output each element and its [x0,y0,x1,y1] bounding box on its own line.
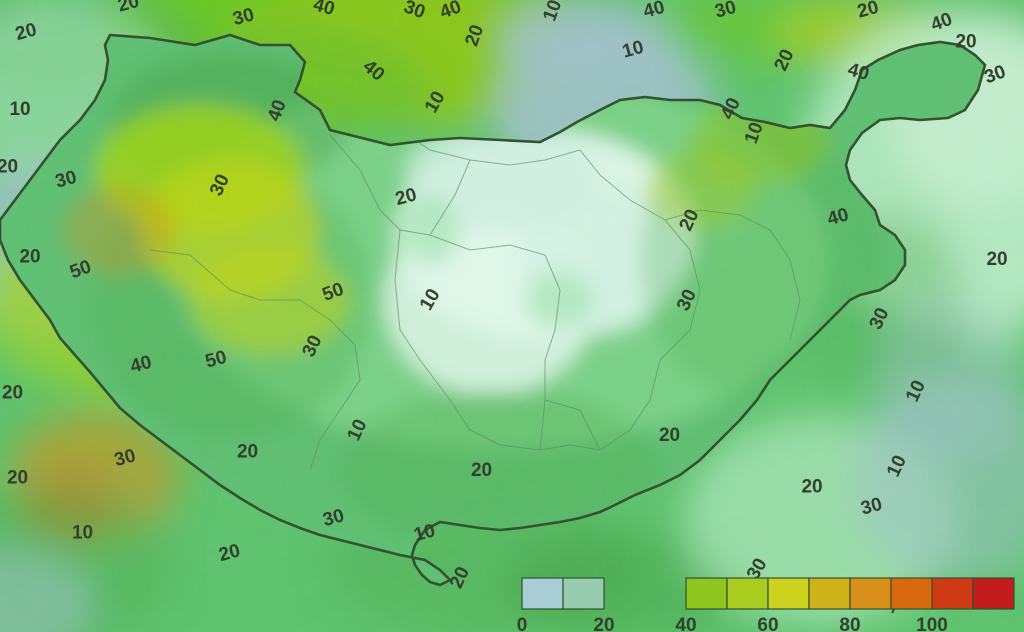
svg-text:20: 20 [237,442,258,463]
svg-text:40: 40 [675,615,696,632]
svg-text:20: 20 [955,32,976,53]
svg-text:60: 60 [757,615,778,632]
svg-text:20: 20 [19,247,40,268]
svg-text:20: 20 [0,157,18,178]
svg-text:20: 20 [2,383,23,404]
svg-text:80: 80 [839,615,860,632]
svg-text:100: 100 [916,615,948,632]
svg-text:10: 10 [9,99,30,120]
svg-text:20: 20 [593,615,614,632]
svg-text:10: 10 [72,523,93,544]
svg-text:20: 20 [986,249,1007,270]
svg-text:20: 20 [7,468,28,489]
svg-text:20: 20 [801,477,822,498]
svg-text:20: 20 [659,425,680,446]
svg-text:20: 20 [471,460,492,481]
svg-text:0: 0 [517,615,528,632]
